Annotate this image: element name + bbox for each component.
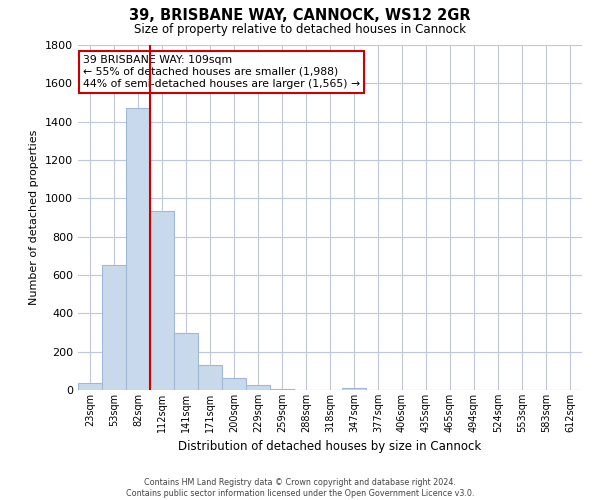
Bar — [150, 211, 174, 390]
Bar — [78, 384, 102, 390]
Bar — [198, 365, 222, 390]
Bar — [222, 378, 246, 390]
Text: 39 BRISBANE WAY: 109sqm
← 55% of detached houses are smaller (1,988)
44% of semi: 39 BRISBANE WAY: 109sqm ← 55% of detache… — [83, 56, 360, 88]
Bar — [126, 108, 150, 390]
Y-axis label: Number of detached properties: Number of detached properties — [29, 130, 40, 305]
Text: Size of property relative to detached houses in Cannock: Size of property relative to detached ho… — [134, 22, 466, 36]
Bar — [102, 266, 126, 390]
Bar — [174, 334, 198, 390]
Text: Contains HM Land Registry data © Crown copyright and database right 2024.
Contai: Contains HM Land Registry data © Crown c… — [126, 478, 474, 498]
Text: 39, BRISBANE WAY, CANNOCK, WS12 2GR: 39, BRISBANE WAY, CANNOCK, WS12 2GR — [129, 8, 471, 22]
Bar — [270, 389, 294, 390]
Bar — [342, 388, 366, 390]
X-axis label: Distribution of detached houses by size in Cannock: Distribution of detached houses by size … — [178, 440, 482, 454]
Bar — [246, 385, 270, 390]
